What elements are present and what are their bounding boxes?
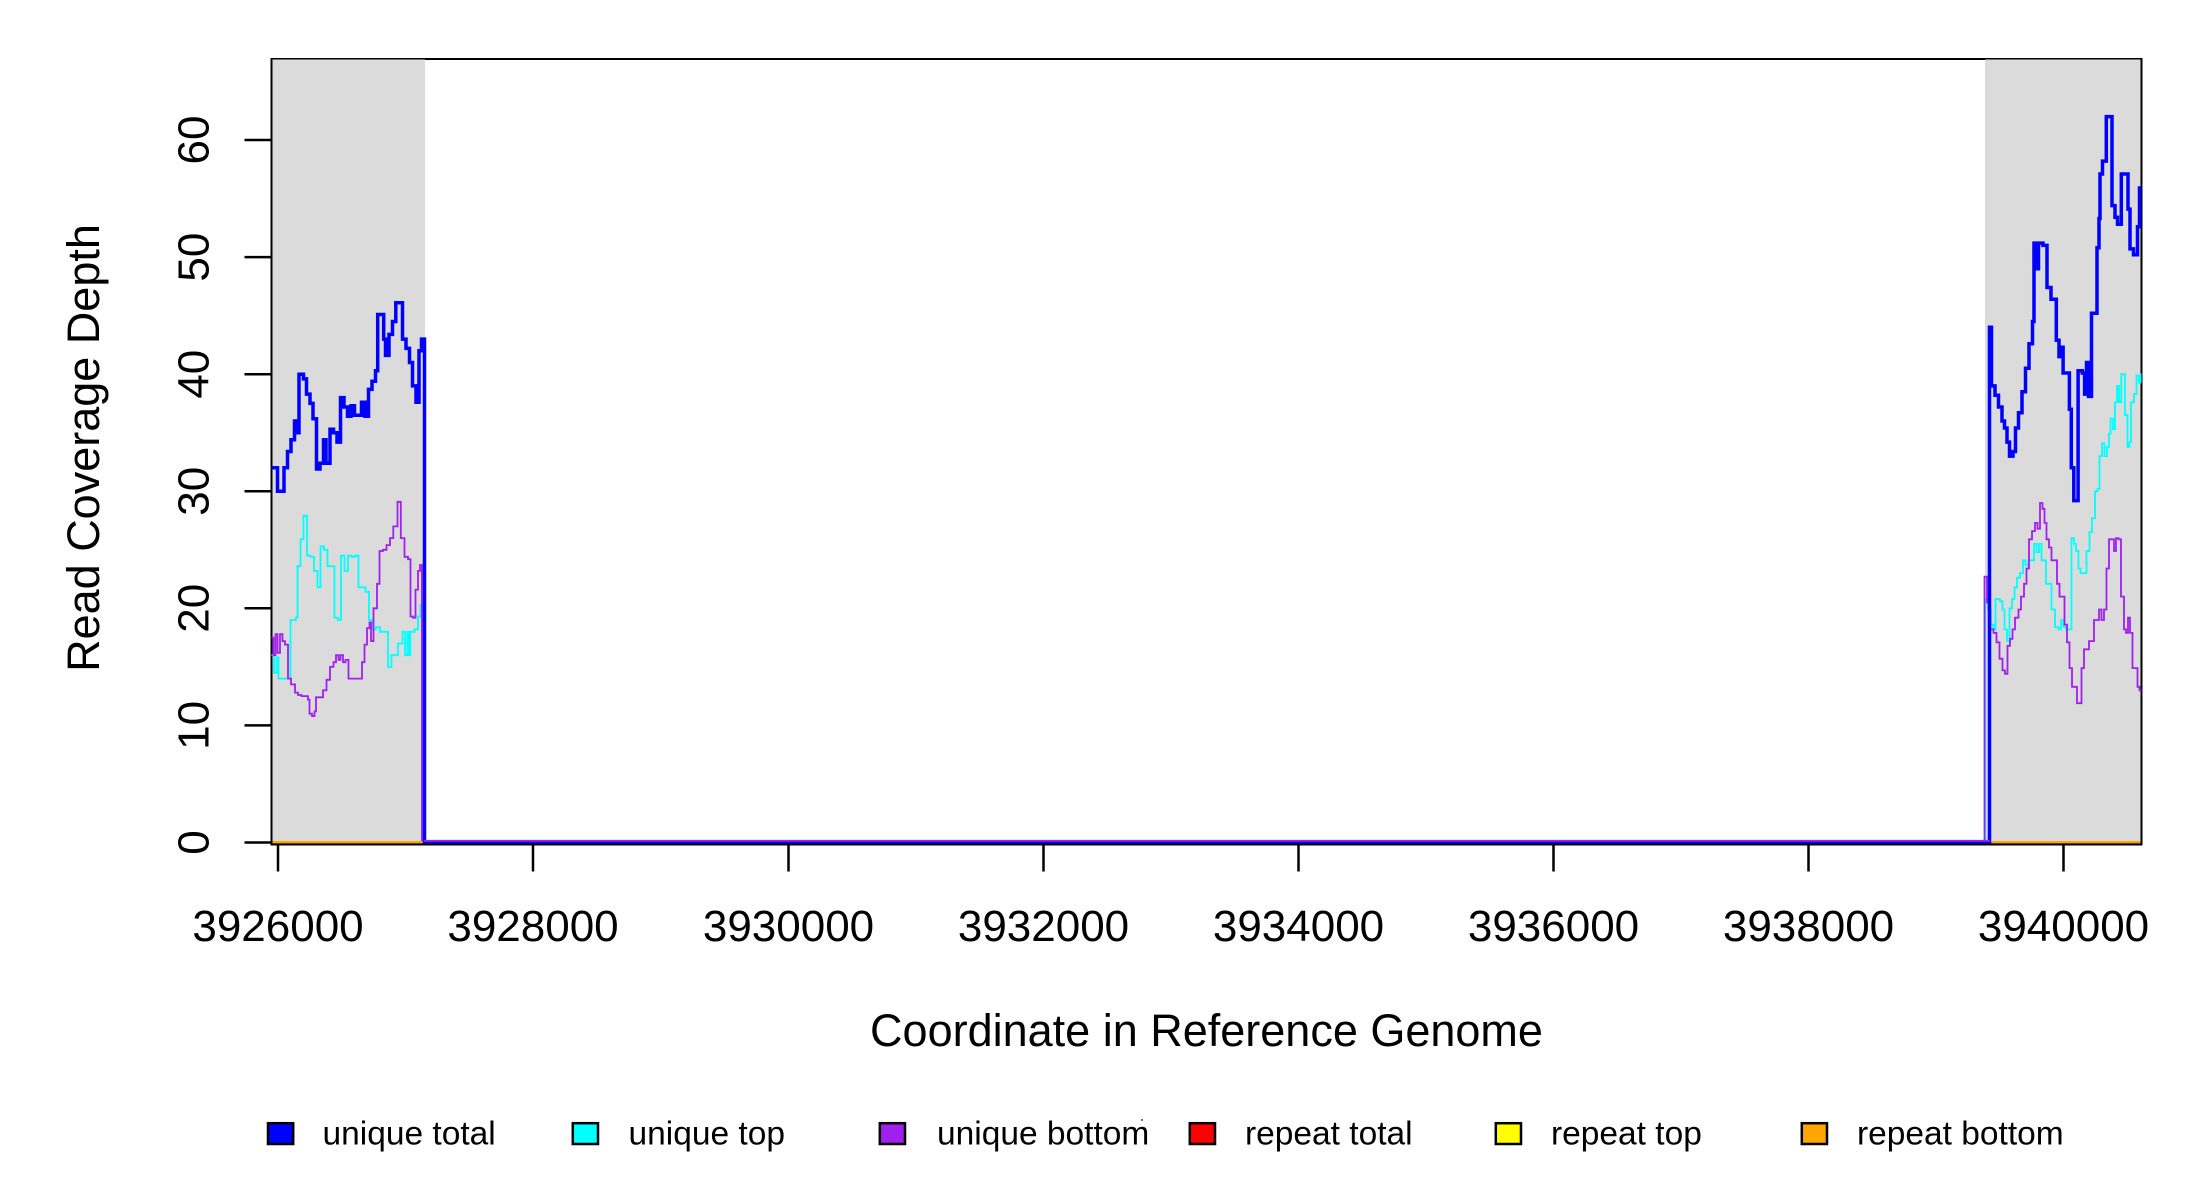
- svg-text:60: 60: [170, 116, 219, 165]
- svg-text:3936000: 3936000: [1468, 902, 1639, 951]
- svg-text:3934000: 3934000: [1213, 902, 1384, 951]
- svg-text:20: 20: [170, 584, 219, 633]
- svg-text:3930000: 3930000: [703, 902, 874, 951]
- svg-text:repeat total: repeat total: [1245, 1116, 1413, 1153]
- svg-text:30: 30: [170, 467, 219, 516]
- svg-text:0: 0: [170, 830, 219, 854]
- svg-text:3932000: 3932000: [958, 902, 1129, 951]
- svg-text:3940000: 3940000: [1978, 902, 2149, 951]
- svg-text:unique total: unique total: [323, 1116, 496, 1153]
- svg-text:repeat bottom: repeat bottom: [1857, 1116, 2064, 1153]
- svg-text:40: 40: [170, 350, 219, 399]
- svg-text:3938000: 3938000: [1723, 902, 1894, 951]
- svg-text:unique top: unique top: [629, 1116, 785, 1153]
- svg-text:unique bottom: unique bottom: [937, 1116, 1149, 1153]
- svg-text:50: 50: [170, 233, 219, 282]
- svg-text:repeat top: repeat top: [1551, 1116, 1702, 1153]
- svg-text:Read Coverage Depth: Read Coverage Depth: [58, 224, 109, 672]
- svg-text:10: 10: [170, 701, 219, 750]
- svg-text:3928000: 3928000: [447, 902, 618, 951]
- svg-text:3926000: 3926000: [192, 902, 363, 951]
- svg-text:Coordinate in Reference Genome: Coordinate in Reference Genome: [870, 1005, 1543, 1056]
